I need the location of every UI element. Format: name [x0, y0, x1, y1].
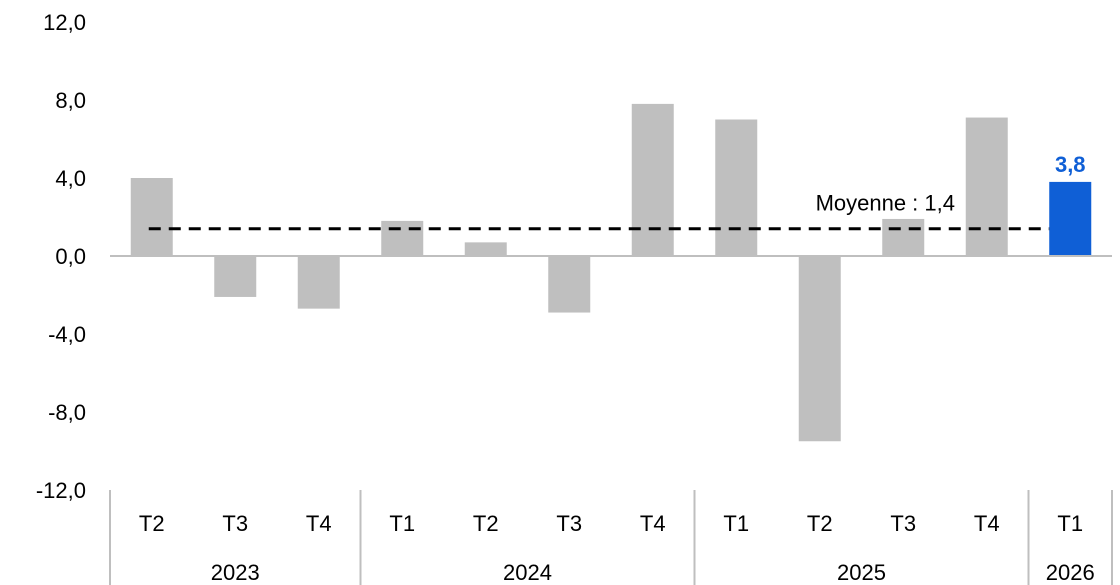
- y-tick-label: -4,0: [48, 322, 86, 347]
- y-tick-label: 0,0: [55, 244, 86, 269]
- bar: [548, 256, 591, 313]
- year-label: 2023: [211, 560, 260, 585]
- quarter-label: T4: [306, 511, 332, 536]
- average-label: Moyenne : 1,4: [816, 191, 955, 216]
- bar: [214, 256, 257, 297]
- bar: [965, 117, 1008, 256]
- bar: [464, 242, 507, 256]
- bar: [798, 256, 841, 442]
- year-label: 2026: [1046, 560, 1095, 585]
- quarter-label: T1: [389, 511, 415, 536]
- bar: [130, 178, 173, 256]
- bar: [715, 119, 758, 256]
- quarter-label: T2: [139, 511, 165, 536]
- bar: [297, 256, 340, 309]
- y-tick-label: 12,0: [43, 10, 86, 35]
- y-tick-label: 8,0: [55, 88, 86, 113]
- quarter-label: T1: [1057, 511, 1083, 536]
- y-tick-label: -12,0: [36, 478, 86, 503]
- quarter-label: T3: [222, 511, 248, 536]
- highlight-value-label: 3,8: [1055, 152, 1086, 177]
- y-tick-label: 4,0: [55, 166, 86, 191]
- y-axis: 12,0 8,0 4,0 0,0 -4,0 -8,0 -12,0: [36, 10, 86, 503]
- quarter-label: T1: [723, 511, 749, 536]
- quarter-label: T4: [974, 511, 1000, 536]
- quarter-label: T4: [640, 511, 666, 536]
- bar: [381, 220, 424, 256]
- y-tick-label: -8,0: [48, 400, 86, 425]
- bar: [882, 218, 925, 256]
- quarter-label: T2: [473, 511, 499, 536]
- quarter-label: T2: [807, 511, 833, 536]
- average-marker: Moyenne : 1,4 3,8: [148, 152, 1086, 231]
- year-label: 2025: [837, 560, 886, 585]
- x-axis: 2023 2024 2025 2026 T2 T3 T4 T1 T2 T3 T4 T1 T2 T3 T4 T1: [109, 255, 1113, 585]
- quarter-label: T3: [556, 511, 582, 536]
- bar-highlighted: [1049, 181, 1092, 256]
- year-label: 2024: [503, 560, 552, 585]
- bar: [631, 103, 674, 257]
- bars: [130, 103, 1092, 442]
- quarter-label: T3: [890, 511, 916, 536]
